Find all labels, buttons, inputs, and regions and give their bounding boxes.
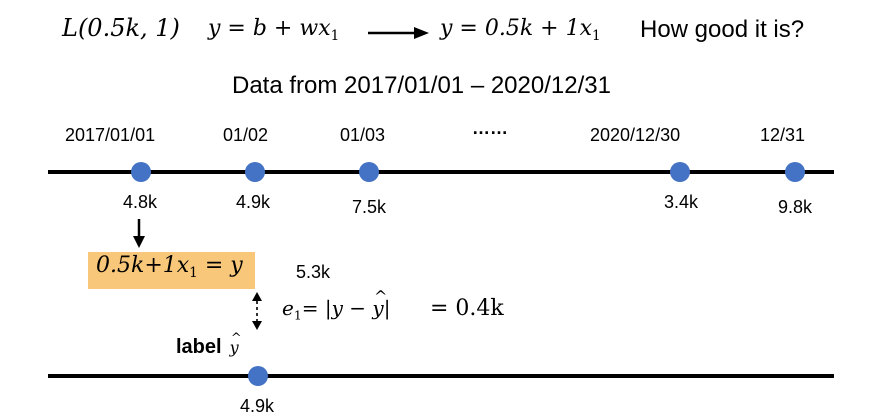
double-arrow-icon (252, 292, 262, 330)
label-axis (48, 374, 834, 378)
label-text: label (176, 336, 222, 358)
arrow-right-icon (368, 27, 429, 39)
error-result: = 0.4k (430, 296, 504, 321)
date-label: 01/03 (340, 125, 386, 145)
data-point (131, 162, 151, 182)
label-symbol: y (230, 331, 242, 357)
value-label: 4.8k (123, 192, 158, 212)
date-label: 2020/12/30 (590, 125, 681, 145)
date-label: 2017/01/01 (65, 125, 156, 145)
value-label: 9.8k (778, 197, 813, 217)
prediction-formula: 0.5k+1x1 = y (88, 252, 255, 289)
data-point (245, 162, 265, 182)
prediction-value: 5.3k (296, 262, 331, 282)
value-label: 7.5k (352, 197, 387, 217)
label-point (248, 366, 268, 386)
value-label: 4.9k (236, 192, 271, 212)
ellipsis-label: …… (472, 118, 508, 138)
label-value: 4.9k (240, 396, 275, 416)
timeline-axis (48, 170, 834, 174)
data-point (359, 162, 379, 182)
error-expression: e1= |y − y| (282, 287, 390, 322)
value-label: 3.4k (664, 192, 699, 212)
question-text: How good it is? (640, 16, 805, 43)
loss-expression-text: L(0.5k, 1) (62, 14, 180, 42)
date-label: 01/02 (223, 125, 269, 145)
loss-expression: L(0.5k, 1) (62, 14, 180, 42)
model-expression: y = b + wx1 (208, 16, 340, 44)
fitted-expression: y = 0.5k + 1x1 (440, 16, 601, 44)
label-caption: label y (176, 331, 242, 359)
arrow-down-icon (133, 219, 145, 248)
data-range-title: Data from 2017/01/01 – 2020/12/31 (232, 72, 611, 99)
data-point (785, 162, 805, 182)
date-label: 12/31 (760, 125, 806, 145)
data-point (670, 162, 690, 182)
